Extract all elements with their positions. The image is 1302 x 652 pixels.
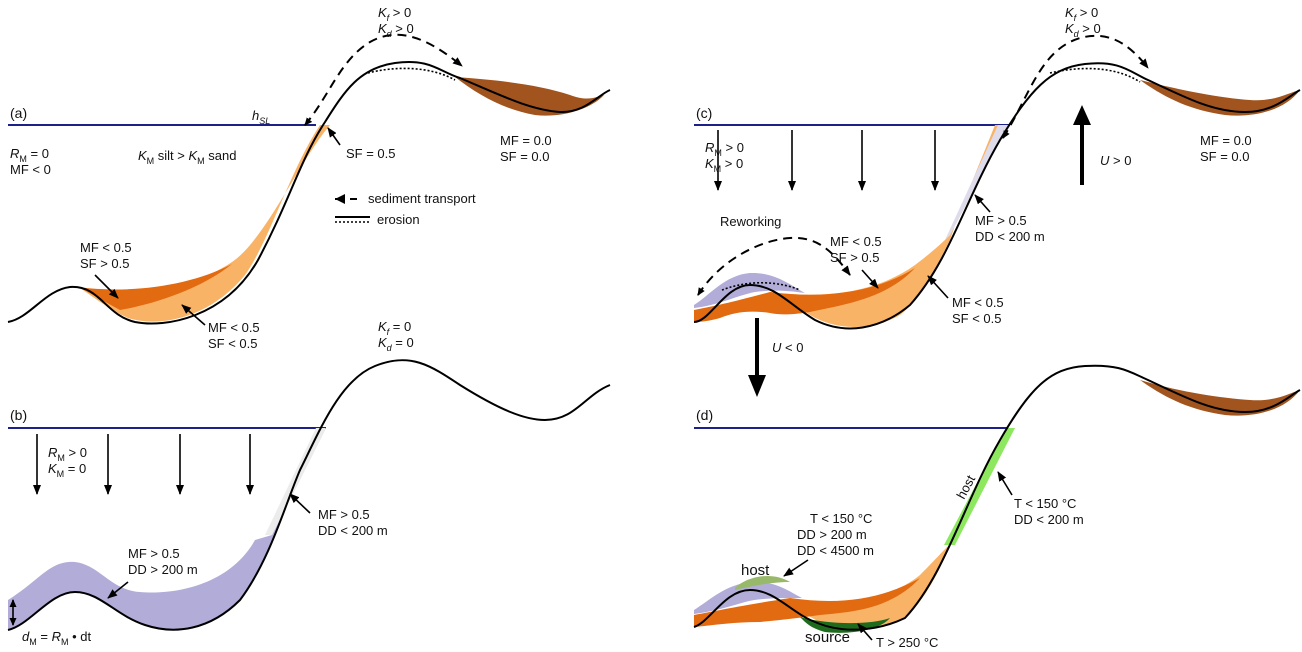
sf-gt-half-label-c: SF > 0.5 xyxy=(830,250,880,265)
source-label: source xyxy=(805,629,850,646)
host-basin-label: host xyxy=(741,562,770,579)
sand-layer xyxy=(80,125,330,322)
sand-arrow-c xyxy=(927,275,949,299)
sediment-transport-arrow-upper xyxy=(1002,34,1149,139)
kf-label-a: Kf > 0 xyxy=(378,5,411,23)
t-lt-150-label-slope: T < 150 °C xyxy=(1014,496,1076,511)
legend-transport-arrowhead xyxy=(335,194,345,204)
eroded-highland-sediment xyxy=(1140,380,1300,416)
panel-b: (b) RM > 0 KM = 0 Kf = 0 Kd = 0 MF > 0.5… xyxy=(7,319,611,647)
mf-gt-half-arrow-b xyxy=(289,493,311,514)
legend-transport-label: sediment transport xyxy=(368,191,476,206)
hsl-label: hSL xyxy=(252,108,270,126)
mf-zero-label-c: MF = 0.0 xyxy=(1200,133,1252,148)
topography-surface xyxy=(7,61,611,325)
kf-label-b: Kf = 0 xyxy=(378,319,411,337)
mf-lt-half-label-a2: MF < 0.5 xyxy=(208,320,260,335)
panel-label-c: (c) xyxy=(696,105,712,121)
host-basin-arrow xyxy=(783,559,809,577)
mf-zero-label-a: MF = 0.0 xyxy=(500,133,552,148)
panel-d: (d) host T < 150 °C DD < 200 m T < 150 °… xyxy=(693,364,1301,650)
panel-label-b: (b) xyxy=(10,407,27,423)
sf-gt-half-label-a: SF > 0.5 xyxy=(80,256,130,271)
mf-gt-half-label-c: MF > 0.5 xyxy=(975,213,1027,228)
mf-lt-half-label-c2: MF < 0.5 xyxy=(952,295,1004,310)
km-label-b: KM = 0 xyxy=(48,461,86,479)
erosion-line xyxy=(367,67,456,81)
eroded-highland-sediment xyxy=(1140,80,1300,116)
mf-gt-half-label-b2: MF > 0.5 xyxy=(128,546,180,561)
sediment-transport-arrow-lower xyxy=(697,236,851,296)
dd-lt-200-label-b: DD < 200 m xyxy=(318,523,388,538)
host-slope-arrow xyxy=(997,471,1013,496)
silt-arrow-c xyxy=(861,269,879,289)
mf-lt-half-label-c1: MF < 0.5 xyxy=(830,234,882,249)
kd-label-b: Kd = 0 xyxy=(378,335,414,353)
dd-lt-200-label-c: DD < 200 m xyxy=(975,229,1045,244)
uplift-arrowhead xyxy=(1073,105,1091,125)
kf-label-c: Kf > 0 xyxy=(1065,5,1098,23)
panel-label-d: (d) xyxy=(696,407,713,423)
marine-drape-layer xyxy=(8,428,326,630)
km-silt-sand-label: KM silt > KM sand xyxy=(138,148,236,166)
sf-lt-half-label-c: SF < 0.5 xyxy=(952,311,1002,326)
panel-c: (c) RM > 0 KM > 0 Kf > 0 Kd > 0 Reworkin… xyxy=(693,5,1301,397)
marine-drape-layer xyxy=(694,581,802,614)
sf-zero-label-a: SF = 0.0 xyxy=(500,149,550,164)
topography-surface xyxy=(693,62,1301,330)
kd-label-c: Kd > 0 xyxy=(1065,21,1101,39)
panel-a: (a) hSL RM = 0 MF < 0 KM silt > KM sand … xyxy=(7,5,611,351)
rm-label-c: RM > 0 xyxy=(705,140,744,158)
mf-lt-half-label-a1: MF < 0.5 xyxy=(80,240,132,255)
sand-arrow xyxy=(181,304,206,326)
t-lt-150-label-basin: T < 150 °C xyxy=(810,511,872,526)
erosion-line-upper xyxy=(1049,67,1141,83)
silt-layer xyxy=(694,578,920,627)
dd-gt-200-arrow-b xyxy=(107,581,129,599)
sf-half-arrow xyxy=(327,127,341,146)
legend-erosion-label: erosion xyxy=(377,212,420,227)
mf-gt-half-label-b1: MF > 0.5 xyxy=(318,507,370,522)
uplift-label: U > 0 xyxy=(1100,153,1131,168)
sf-zero-label-c: SF = 0.0 xyxy=(1200,149,1250,164)
source-arrow xyxy=(857,623,873,641)
panel-label-a: (a) xyxy=(10,105,27,121)
dm-formula: dM = RM • dt xyxy=(22,629,91,647)
sf-lt-half-label-a: SF < 0.5 xyxy=(208,336,258,351)
host-rock-slope xyxy=(944,428,1015,545)
kd-label-a: Kd > 0 xyxy=(378,21,414,39)
sf-half-label: SF = 0.5 xyxy=(346,146,396,161)
host-rock-basin xyxy=(735,575,790,590)
dd-gt-200-label-d: DD > 200 m xyxy=(797,527,867,542)
eroded-highland-sediment xyxy=(455,77,604,116)
dd-lt-200-label-d: DD < 200 m xyxy=(1014,512,1084,527)
rm-label-b: RM > 0 xyxy=(48,445,87,463)
dd-gt-200-label-b: DD > 200 m xyxy=(128,562,198,577)
mf-negative-label: MF < 0 xyxy=(10,162,51,177)
subsidence-label: U < 0 xyxy=(772,340,803,355)
topography-surface xyxy=(7,359,611,631)
t-gt-250-label: T > 250 °C xyxy=(876,635,938,650)
dd-lt-4500-label: DD < 4500 m xyxy=(797,543,874,558)
sediment-transport-arrow xyxy=(304,33,463,126)
mf-gt-half-arrow-c xyxy=(974,194,991,213)
rm-label-a: RM = 0 xyxy=(10,146,49,164)
km-label-c: KM > 0 xyxy=(705,156,743,174)
silt-arrow xyxy=(94,274,119,299)
reworking-label: Reworking xyxy=(720,214,781,229)
topography-surface xyxy=(693,364,1301,631)
subsidence-arrowhead xyxy=(748,375,766,397)
